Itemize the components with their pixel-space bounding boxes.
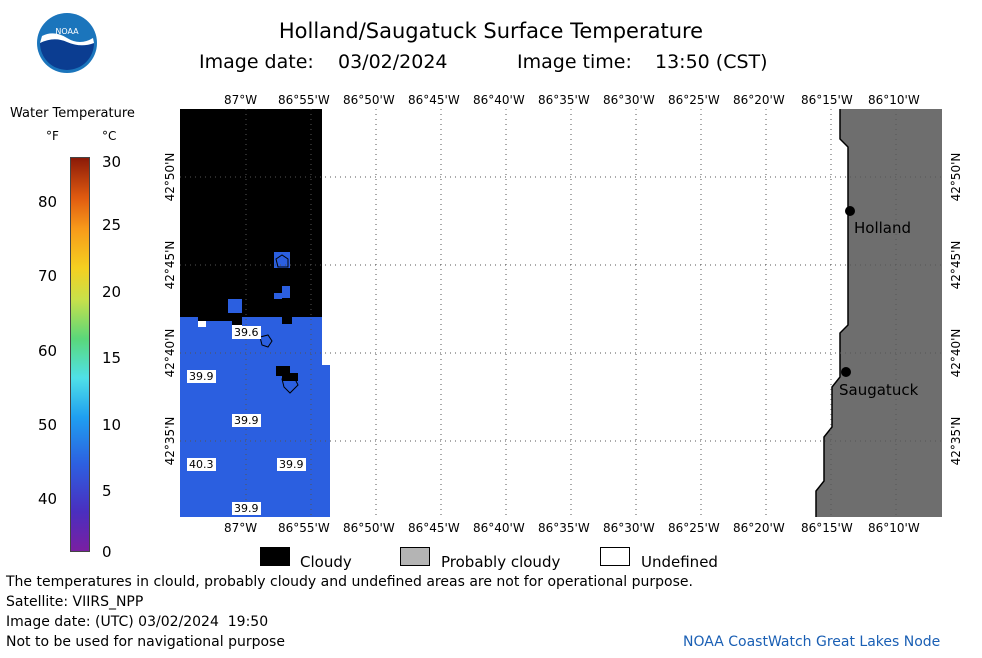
c-tick: 10 [102, 416, 122, 434]
lon-label-top: 86°15'W [801, 93, 853, 107]
nav-warning-text: Not to be used for navigational purpose [6, 634, 285, 650]
lat-label-left: 42°50'N [163, 152, 177, 202]
c-tick: 25 [102, 216, 122, 234]
lon-label-bottom: 86°10'W [868, 521, 920, 535]
lon-label-bottom: 86°50'W [343, 521, 395, 535]
temp-label: 39.6 [232, 326, 261, 339]
lon-label-top: 86°10'W [868, 93, 920, 107]
utc-date-text: Image date: (UTC) 03/02/2024 19:50 [6, 614, 269, 630]
lon-label-bottom: 86°15'W [801, 521, 853, 535]
temp-label: 39.9 [232, 502, 261, 515]
c-tick: 20 [102, 283, 122, 301]
lon-label-bottom: 86°35'W [538, 521, 590, 535]
satellite-text: Satellite: VIIRS_NPP [6, 594, 144, 610]
lon-label-bottom: 86°45'W [408, 521, 460, 535]
colorbar-unit-c: °C [102, 129, 117, 143]
city-label-holland: Holland [854, 219, 912, 237]
f-tick: 80 [38, 193, 58, 211]
lon-label-top: 86°35'W [538, 93, 590, 107]
colorbar-title: Water Temperature [10, 106, 135, 121]
lon-label-bottom: 86°25'W [668, 521, 720, 535]
lat-label-right: 42°35'N [949, 416, 963, 466]
temp-label: 39.9 [187, 370, 216, 383]
temp-label: 39.9 [232, 414, 261, 427]
lat-label-right: 42°45'N [949, 240, 963, 290]
land-region [816, 109, 942, 517]
f-tick: 70 [38, 267, 58, 285]
legend-swatch-probably-cloudy [400, 547, 430, 566]
lon-label-bottom: 86°30'W [603, 521, 655, 535]
image-time-value: 13:50 (CST) [655, 51, 768, 73]
c-tick: 5 [102, 482, 112, 500]
graticule [180, 109, 942, 517]
page-title: Holland/Saugatuck Surface Temperature [278, 19, 704, 43]
f-tick: 50 [38, 416, 58, 434]
lon-label-top: 87°W [224, 93, 258, 107]
lat-label-right: 42°40'N [949, 328, 963, 378]
lon-label-bottom: 86°40'W [473, 521, 525, 535]
legend-swatch-cloudy [260, 547, 290, 566]
shoreline [815, 109, 849, 517]
temp-label: 39.9 [277, 458, 306, 471]
image-date-value: 03/02/2024 [338, 51, 448, 73]
city-label-saugatuck: Saugatuck [839, 381, 919, 399]
lon-label-top: 86°50'W [343, 93, 395, 107]
legend-swatch-undefined [600, 547, 630, 566]
coastwatch-node-link[interactable]: NOAA CoastWatch Great Lakes Node [683, 634, 941, 650]
f-tick: 40 [38, 490, 58, 508]
c-tick: 0 [102, 543, 112, 561]
disclaimer-text: The temperatures in clould, probably clo… [6, 574, 693, 590]
lon-label-top: 86°40'W [473, 93, 525, 107]
legend-label-undefined: Undefined [641, 553, 718, 571]
lon-label-bottom: 87°W [224, 521, 258, 535]
colorbar [70, 157, 90, 552]
lat-label-left: 42°45'N [163, 240, 177, 290]
legend-label-probably-cloudy: Probably cloudy [441, 553, 561, 571]
lat-label-right: 42°50'N [949, 152, 963, 202]
colorbar-unit-f: °F [46, 129, 59, 143]
noaa-logo: NOAA [36, 12, 98, 74]
holland-marker [845, 206, 855, 216]
temp-label: 40.3 [187, 458, 216, 471]
lon-label-bottom: 86°55'W [278, 521, 330, 535]
lon-label-top: 86°30'W [603, 93, 655, 107]
lat-label-left: 42°40'N [163, 328, 177, 378]
image-date-label: Image date: [199, 51, 314, 73]
map-panel [180, 109, 942, 517]
image-time-label: Image time: [517, 51, 632, 73]
cloud-region [180, 109, 322, 327]
f-tick: 60 [38, 342, 58, 360]
lon-label-top: 86°45'W [408, 93, 460, 107]
lon-label-top: 86°25'W [668, 93, 720, 107]
lat-label-left: 42°35'N [163, 416, 177, 466]
saugatuck-marker [841, 367, 851, 377]
lon-label-top: 86°55'W [278, 93, 330, 107]
svg-text:NOAA: NOAA [55, 27, 79, 36]
legend-label-cloudy: Cloudy [300, 553, 352, 571]
c-tick: 30 [102, 153, 122, 171]
lon-label-top: 86°20'W [733, 93, 785, 107]
lon-label-bottom: 86°20'W [733, 521, 785, 535]
c-tick: 15 [102, 349, 122, 367]
